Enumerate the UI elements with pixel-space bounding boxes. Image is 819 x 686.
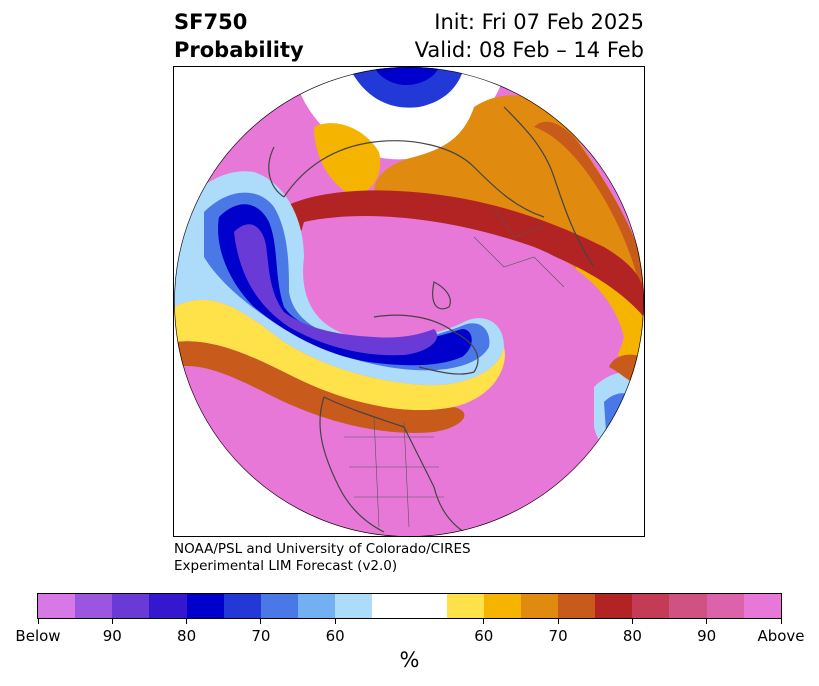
colorbar-below-segment bbox=[297, 594, 336, 618]
coastline-island bbox=[432, 281, 451, 310]
map-edge bbox=[174, 67, 644, 536]
country-borders-asia bbox=[473, 206, 565, 288]
colorbar-above-segment bbox=[595, 594, 633, 618]
colorbar-below-segment bbox=[186, 594, 224, 618]
coastline-west-na bbox=[319, 396, 385, 533]
colorbar-tick-mark bbox=[780, 619, 782, 624]
below-high-trough bbox=[218, 204, 472, 366]
colorbar-tick-label: 90 bbox=[697, 627, 717, 645]
colorbar-above-segment bbox=[483, 594, 521, 618]
colorbar-below-segment bbox=[112, 594, 150, 618]
colorbar-tick-mark bbox=[557, 619, 559, 624]
colorbar-tick-mark bbox=[631, 619, 633, 624]
colorbar-tick-label: 60 bbox=[474, 627, 494, 645]
colorbar-tick-mark bbox=[260, 619, 262, 624]
below-weak-east bbox=[594, 372, 644, 455]
colorbar-tick-mark bbox=[186, 619, 188, 624]
colorbar-below-segment bbox=[260, 594, 298, 618]
variable-title: SF750 bbox=[174, 10, 248, 34]
us-state-lines bbox=[344, 416, 444, 528]
valid-range: Valid: 08 Feb – 14 Feb bbox=[414, 38, 644, 62]
colorbar-tick-label: 60 bbox=[325, 627, 345, 645]
colorbar-tick-label: 80 bbox=[177, 627, 197, 645]
colorbar-below-segment bbox=[223, 594, 261, 618]
colorbar-above-segment bbox=[669, 594, 707, 618]
coastline-east-na bbox=[323, 396, 465, 533]
borders bbox=[344, 206, 565, 528]
colorbar-below-segment bbox=[149, 594, 187, 618]
coastline-africa-north bbox=[268, 146, 285, 198]
colorbar bbox=[37, 593, 782, 619]
credit-line-1: NOAA/PSL and University of Colorado/CIRE… bbox=[174, 541, 471, 557]
colorbar-above-segment bbox=[632, 594, 670, 618]
probability-title: Probability bbox=[174, 38, 304, 62]
title-left: SF750 Probability bbox=[174, 8, 304, 64]
colorbar-tick-mark bbox=[483, 619, 485, 624]
below-strong-trough bbox=[234, 224, 438, 356]
colorbar-tick-label: 70 bbox=[251, 627, 271, 645]
coastline-eurasia bbox=[283, 140, 545, 218]
below-core-north bbox=[374, 67, 439, 85]
colorbar-above-segment bbox=[557, 594, 596, 618]
above-low-fringe bbox=[174, 341, 465, 433]
colorbar-above-segment bbox=[743, 594, 781, 618]
colorbar-tick-label: 90 bbox=[102, 627, 122, 645]
colorbar-tick-label: 80 bbox=[622, 627, 642, 645]
above-weak-west bbox=[314, 123, 381, 197]
colorbar-tick-label: Below bbox=[15, 627, 61, 645]
colorbar-below-segment bbox=[335, 594, 373, 618]
colorbar-below-segment bbox=[38, 594, 76, 618]
credit-text: NOAA/PSL and University of Colorado/CIRE… bbox=[174, 541, 471, 575]
colorbar-below-segment bbox=[75, 594, 113, 618]
map-panel bbox=[173, 66, 645, 537]
colorbar-tick-mark bbox=[37, 619, 39, 624]
colorbar-tick-mark bbox=[334, 619, 336, 624]
colorbar-tick-label: 70 bbox=[548, 627, 568, 645]
coastline-greenland bbox=[373, 314, 479, 375]
colorbar-unit-label: % bbox=[399, 648, 420, 672]
credit-line-2: Experimental LIM Forecast (v2.0) bbox=[174, 558, 398, 574]
colorbar-tick-mark bbox=[111, 619, 113, 624]
above-band-east bbox=[534, 121, 644, 307]
below-mid-east bbox=[604, 393, 639, 436]
colorbar-above-segment bbox=[520, 594, 558, 618]
above-weak-fringe bbox=[174, 299, 505, 411]
title-right: Init: Fri 07 Feb 2025 Valid: 08 Feb – 14… bbox=[415, 8, 644, 64]
coastline-asia-east bbox=[503, 106, 595, 268]
probability-map bbox=[174, 67, 644, 536]
colorbar-above-segment bbox=[446, 594, 484, 618]
colorbar-tick-label: Above bbox=[757, 627, 805, 645]
below-area-north bbox=[349, 67, 464, 108]
below-mid-trough bbox=[204, 192, 490, 371]
init-date: Init: Fri 07 Feb 2025 bbox=[434, 10, 644, 34]
colorbar-tick-mark bbox=[706, 619, 708, 624]
colorbar-above-segment bbox=[706, 594, 744, 618]
above-strong-core bbox=[298, 216, 624, 407]
colorbar-neutral-segment bbox=[372, 594, 447, 618]
